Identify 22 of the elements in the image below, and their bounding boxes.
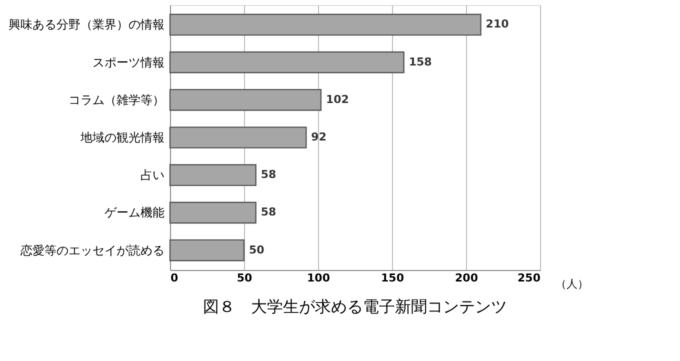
y-tick-label: 占い: [140, 168, 164, 182]
y-tick-label: 興味ある分野（業界）の情報: [8, 18, 164, 32]
x-tick-label: 100: [307, 272, 330, 284]
x-tick-label: 250: [518, 272, 541, 284]
y-tick-label: 恋愛等のエッセイが読める: [20, 243, 164, 258]
y-tick-label: ゲーム機能: [104, 206, 164, 220]
data-label: 58: [260, 206, 276, 219]
data-label: 210: [486, 18, 510, 31]
data-label: 92: [311, 130, 326, 144]
x-tick-label: 50: [236, 272, 252, 284]
x-tick-label: 200: [455, 272, 478, 284]
data-label: 102: [326, 92, 349, 106]
x-tick-label: 0: [170, 272, 178, 284]
y-tick-label: コラム（雑学等）: [68, 92, 164, 107]
text: 図８ 大学生が求める電子新聞コンテンツ: [203, 297, 507, 316]
data-label: 58: [260, 168, 276, 182]
x-axis-title: （人）: [556, 278, 588, 290]
y-tick-label: 地域の観光情報: [80, 130, 164, 144]
data-label: 158: [408, 55, 432, 68]
x-tick-label: 150: [381, 272, 404, 284]
y-tick-label: スポーツ情報: [92, 55, 164, 70]
data-label: 50: [249, 243, 265, 256]
